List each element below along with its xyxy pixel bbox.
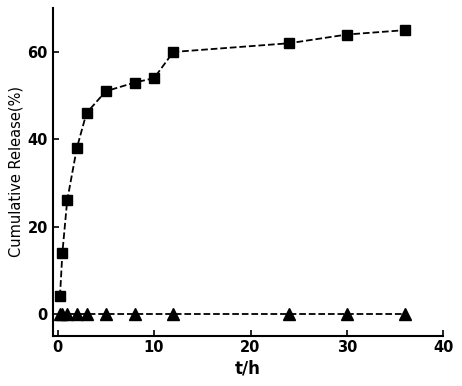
X-axis label: t/h: t/h (235, 360, 261, 378)
Y-axis label: Cumulative Release(%): Cumulative Release(%) (8, 86, 24, 257)
